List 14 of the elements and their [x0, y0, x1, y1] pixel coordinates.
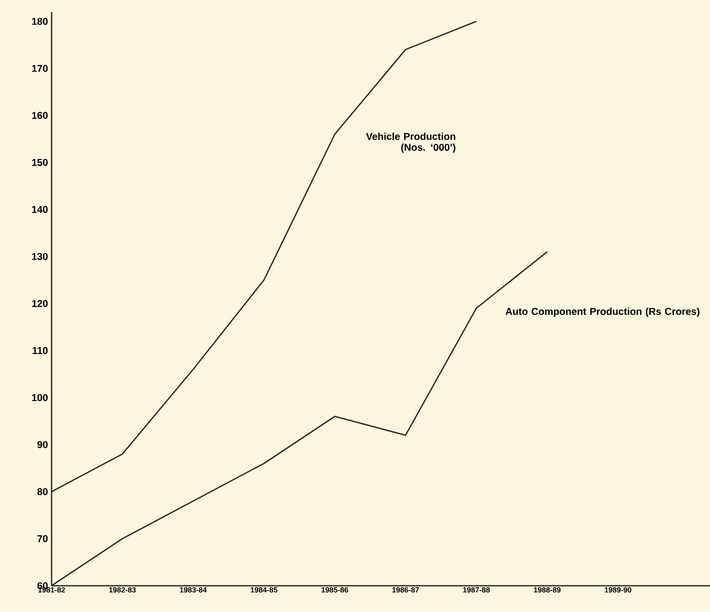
y-tick-label: 160	[32, 112, 48, 120]
y-tick-label: 70	[37, 535, 48, 542]
y-tick-label: 170	[32, 65, 48, 72]
y-tick-label: 180	[32, 18, 48, 26]
y-tick-label: 130	[32, 253, 48, 260]
y-tick-label: 100	[32, 394, 48, 402]
y-tick-label: 140	[32, 206, 48, 214]
text: Vehicle Production (Nos. ‘000’)	[366, 132, 456, 153]
y-tick-label: 90	[37, 441, 48, 448]
y-tick-label: 80	[37, 488, 48, 496]
y-tick-label: 110	[32, 347, 48, 354]
y-tick-label: 120	[32, 300, 48, 308]
series-label: Auto Component Production (Rs Crores)	[506, 308, 700, 318]
y-tick-label: 150	[32, 159, 48, 166]
